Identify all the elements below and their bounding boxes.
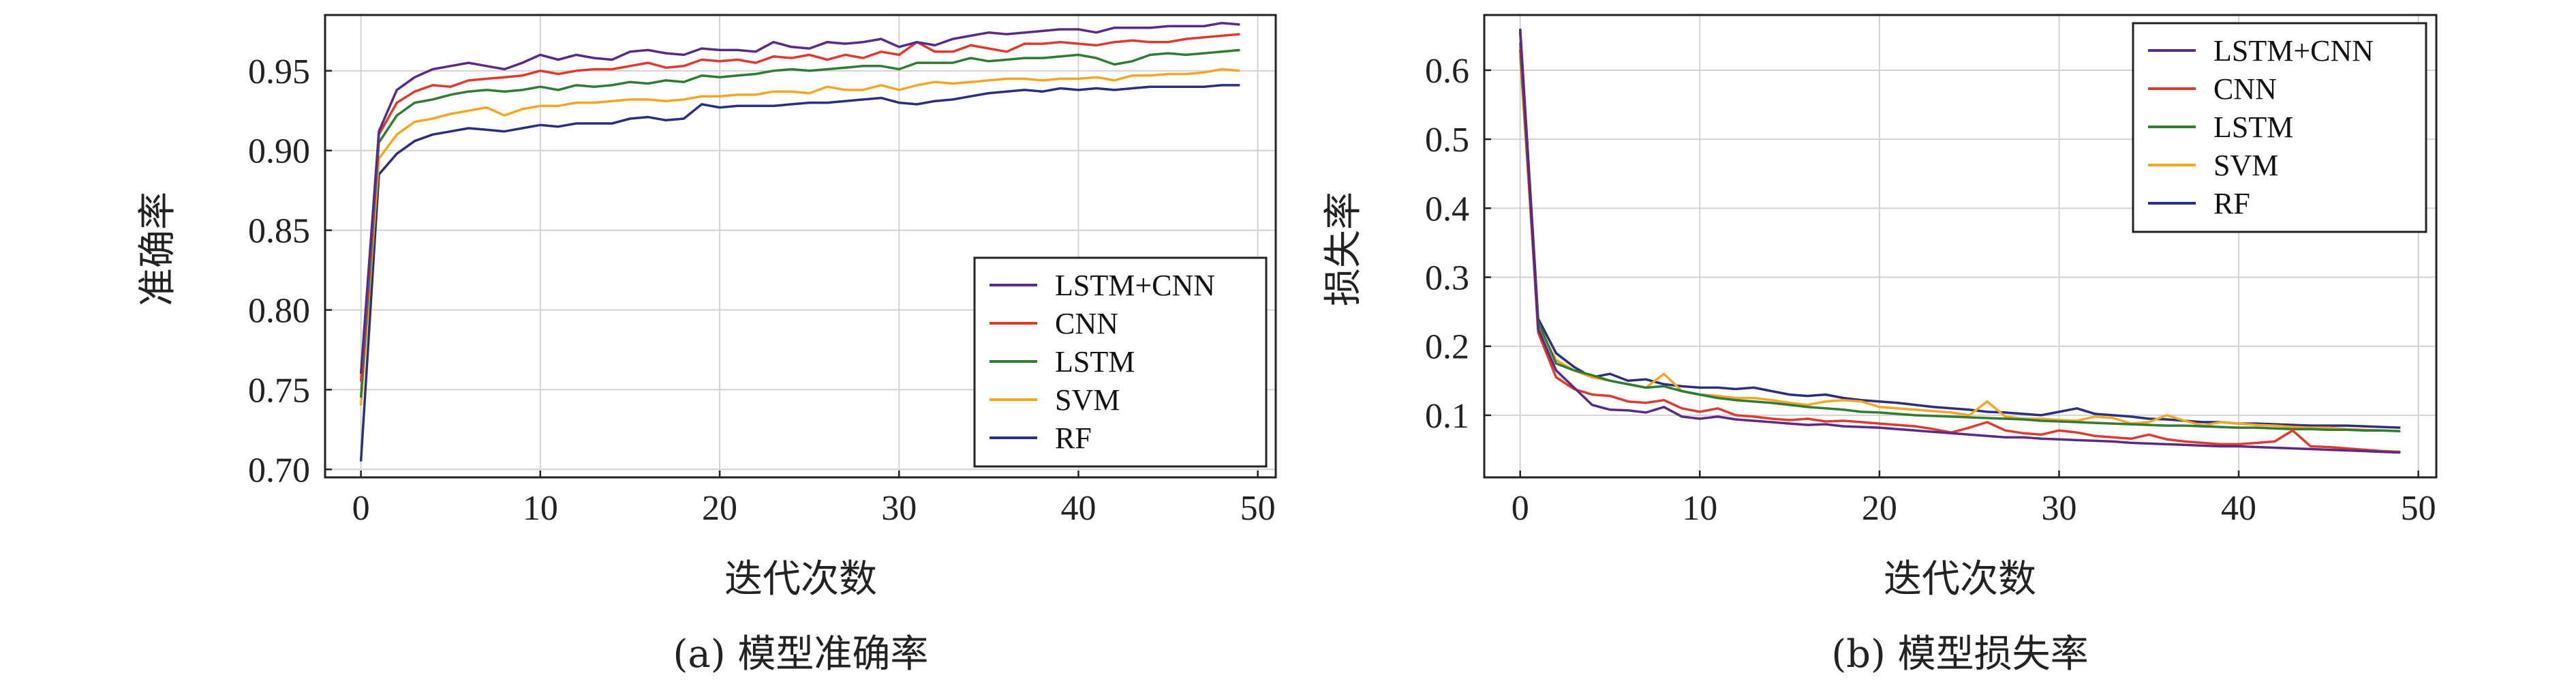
- x-tick-label: 40: [1060, 489, 1096, 528]
- y-tick-label: 0.75: [248, 371, 310, 410]
- legend-label: RF: [1055, 421, 1092, 455]
- x-tick-label: 10: [1682, 489, 1717, 528]
- accuracy-series-rf: [359, 84, 1240, 462]
- y-tick-label: 0.6: [1425, 52, 1469, 91]
- loss-legend: LSTM+CNN CNN LSTM SVM RF: [2132, 22, 2427, 233]
- legend-label: SVM: [2213, 149, 2278, 182]
- loss-plot-frame: [1483, 14, 2438, 479]
- loss-ticks: 0 10 20 30 40 50 0.1 0.2 0.3 0.4 0.5 0.6: [1425, 52, 2436, 528]
- y-tick-label: 0.4: [1425, 190, 1469, 228]
- x-tick-label: 0: [1512, 489, 1529, 528]
- x-tick-label: 20: [702, 489, 737, 528]
- y-tick-label: 0.2: [1425, 328, 1469, 367]
- legend-label: LSTM+CNN: [1055, 269, 1215, 302]
- accuracy-x-axis-label: 迭代次数: [724, 557, 877, 601]
- legend-label: LSTM+CNN: [2213, 34, 2374, 68]
- accuracy-series-cnn: [359, 33, 1240, 382]
- y-tick-label: 0.3: [1425, 259, 1469, 298]
- loss-x-axis-label: 迭代次数: [1884, 557, 2036, 601]
- loss-y-axis-label: 损失率: [1321, 192, 1366, 306]
- x-tick-label: 20: [1862, 489, 1897, 528]
- accuracy-caption: (a) 模型准确率: [673, 632, 929, 676]
- chart-accuracy: 0 10 20 30 40 500.700.750.800.850.900.95 准确率 …: [136, 14, 1277, 676]
- x-tick-label: 10: [523, 489, 558, 528]
- legend-label: CNN: [2213, 72, 2277, 106]
- loss-series-group: [1518, 29, 2401, 454]
- loss-series-lstm: [1518, 49, 2401, 432]
- accuracy-y-axis-label: 准确率: [136, 192, 180, 306]
- accuracy-plot-frame: [324, 14, 1277, 479]
- legend-label: LSTM: [2213, 110, 2293, 144]
- y-tick-label: 0.95: [248, 53, 310, 91]
- y-tick-label: 0.5: [1425, 121, 1469, 160]
- y-tick-label: 0.70: [248, 451, 310, 490]
- loss-caption: (b) 模型损失率: [1831, 632, 2088, 676]
- loss-series-svm: [1518, 56, 2401, 432]
- accuracy-series-lstm: [359, 48, 1240, 398]
- accuracy-series-group: [359, 21, 1240, 462]
- legend-label: CNN: [1055, 307, 1118, 340]
- y-tick-label: 0.85: [248, 212, 310, 251]
- accuracy-grid: [325, 15, 1276, 477]
- y-tick-label: 0.80: [248, 292, 310, 331]
- loss-series-cnn: [1518, 42, 2401, 453]
- x-tick-label: 50: [2401, 489, 2436, 528]
- x-tick-label: 40: [2221, 489, 2256, 528]
- legend-label: SVM: [1055, 383, 1120, 417]
- x-tick-label: 30: [881, 489, 917, 528]
- x-tick-label: 0: [352, 489, 370, 528]
- y-tick-label: 0.90: [248, 132, 310, 171]
- x-tick-label: 30: [2041, 489, 2076, 528]
- accuracy-legend: LSTM+CNN CNN LSTM SVM RF: [973, 256, 1268, 468]
- accuracy-ticks: 0 10 20 30 40 50 0.70 0.75 0.80 0.85 0.90 0.95: [248, 53, 1276, 528]
- accuracy-series-lstm-cnn: [359, 21, 1240, 374]
- accuracy-series-svm: [359, 68, 1240, 406]
- x-tick-label: 50: [1240, 489, 1276, 528]
- legend-label: LSTM: [1055, 345, 1135, 378]
- loss-series-lstm-cnn: [1518, 32, 2401, 454]
- legend-label: RF: [2213, 187, 2250, 220]
- chart-loss: 0 10 20 30 40 50 0.1 0.2 0.3 0.4 0.5 0.6 损失率 迭代次数 (…: [1321, 14, 2438, 676]
- y-tick-label: 0.1: [1425, 397, 1469, 436]
